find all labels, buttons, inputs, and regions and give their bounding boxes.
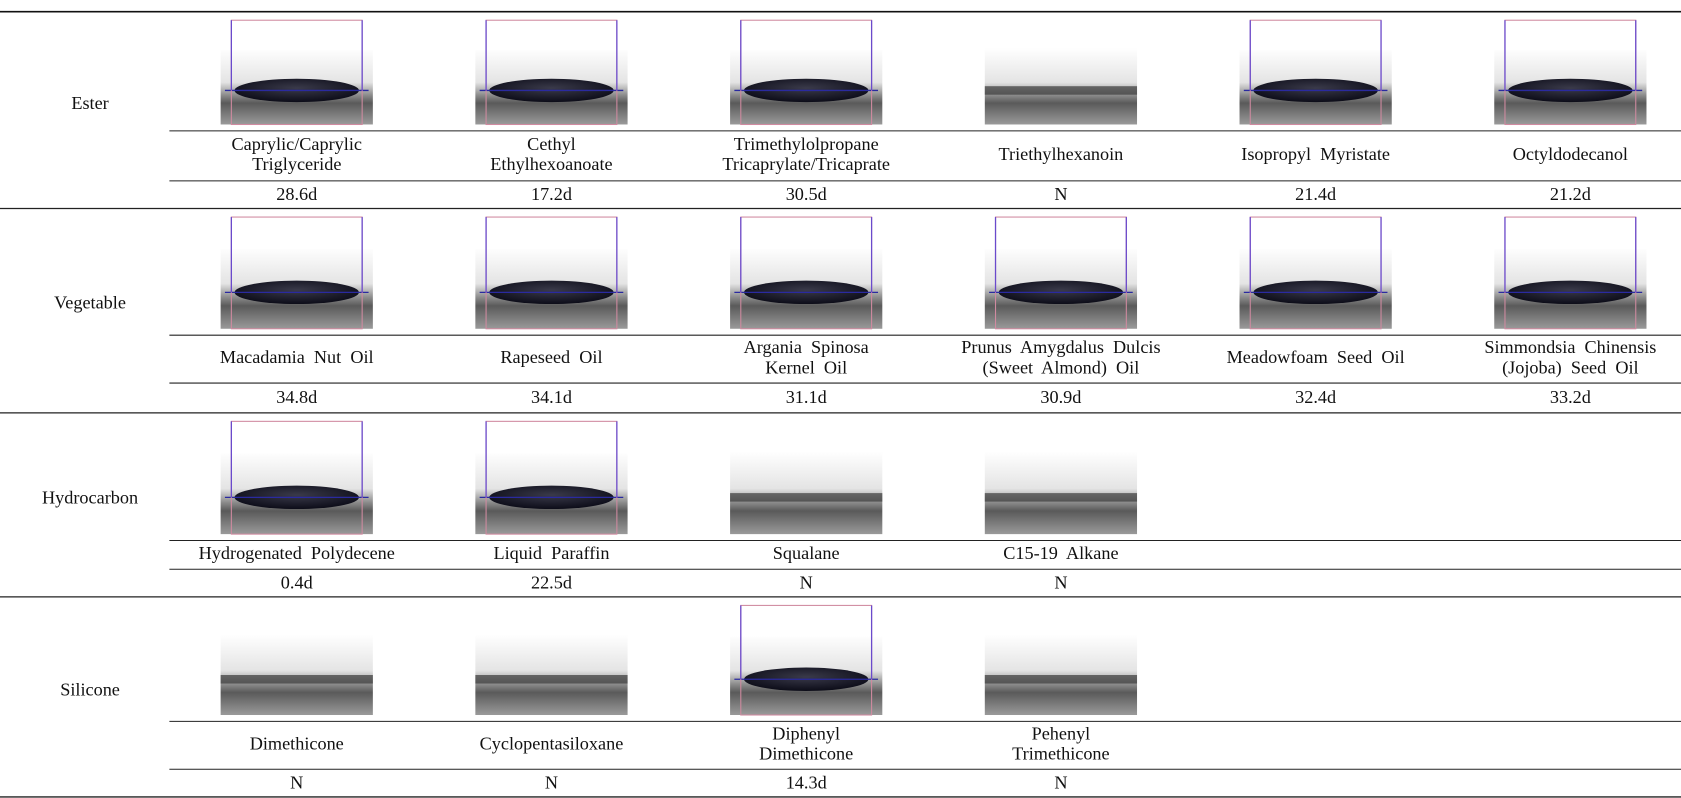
- photo-top: [221, 18, 373, 50]
- group-label: Vegetable: [54, 293, 126, 313]
- oil-name: Ethylhexoanoate: [490, 154, 612, 174]
- oil-name: Meadowfoam Seed Oil: [1227, 347, 1405, 367]
- droplet-photo: [985, 451, 1137, 534]
- duration: N: [545, 772, 558, 792]
- duration: 17.2d: [531, 184, 572, 204]
- duration: 32.4d: [1295, 387, 1336, 407]
- duration: N: [290, 772, 303, 792]
- film: [221, 675, 373, 684]
- oil-name: Squalane: [773, 543, 840, 563]
- oil-name: Dimethicone: [250, 734, 344, 754]
- photo-top: [1240, 215, 1392, 249]
- droplet-photo: [985, 635, 1137, 715]
- duration: N: [1054, 184, 1067, 204]
- duration: N: [800, 572, 813, 592]
- photo-bg: [985, 635, 1137, 715]
- droplet-photo: [985, 215, 1137, 329]
- oil-name: Triethylhexanoin: [999, 144, 1124, 164]
- oil-name: Diphenyl: [772, 723, 840, 743]
- photo-top: [221, 215, 373, 249]
- duration: 30.9d: [1040, 387, 1081, 407]
- duration: 34.8d: [276, 387, 317, 407]
- duration: 31.1d: [786, 387, 827, 407]
- oil-name: (Jojoba) Seed Oil: [1502, 357, 1639, 378]
- droplet-photo: [475, 419, 627, 534]
- duration: 21.2d: [1550, 184, 1591, 204]
- photo-top: [730, 18, 882, 50]
- droplet-photo: [475, 635, 627, 715]
- photo-top: [1240, 18, 1392, 50]
- droplet-photo: [1240, 215, 1392, 329]
- oil-name: Liquid Paraffin: [493, 543, 609, 563]
- photo-top: [985, 215, 1137, 249]
- group-label: Hydrocarbon: [42, 488, 138, 508]
- oil-name: Argania Spinosa: [744, 337, 869, 357]
- droplet-photo: [1494, 18, 1646, 124]
- group-label: Ester: [71, 93, 108, 113]
- oil-name: (Sweet Almond) Oil: [983, 357, 1140, 378]
- duration: 14.3d: [786, 772, 827, 792]
- photo-bg: [475, 635, 627, 715]
- oil-name: C15-19 Alkane: [1003, 543, 1118, 563]
- film: [985, 86, 1137, 95]
- oil-name: Rapeseed Oil: [500, 347, 602, 367]
- droplet-photo: [985, 48, 1137, 125]
- photo-bg: [730, 451, 882, 534]
- photo-bg: [985, 451, 1137, 534]
- duration: 22.5d: [531, 572, 572, 592]
- oil-name: Octyldodecanol: [1513, 144, 1628, 164]
- oil-name: Pehenyl: [1032, 723, 1091, 743]
- group-label: Silicone: [60, 680, 120, 700]
- droplet-photo: [730, 451, 882, 534]
- photo-top: [730, 603, 882, 637]
- duration: 33.2d: [1550, 387, 1591, 407]
- photo-top: [1494, 18, 1646, 50]
- photo-top: [730, 215, 882, 249]
- photo-top: [475, 419, 627, 453]
- droplet-photo: [221, 635, 373, 715]
- droplet-photo: [730, 18, 882, 124]
- oil-name: Trimethicone: [1012, 744, 1109, 764]
- oil-name: Macadamia Nut Oil: [220, 347, 374, 367]
- oil-name: Simmondsia Chinensis: [1484, 337, 1656, 357]
- oil-name: Tricaprylate/Tricaprate: [722, 154, 890, 174]
- film: [475, 675, 627, 684]
- oil-name: Cyclopentasiloxane: [480, 734, 624, 754]
- droplet-photo: [221, 18, 373, 124]
- duration: N: [1054, 772, 1067, 792]
- oil-name: Cethyl: [527, 134, 576, 154]
- droplet-photo: [1240, 18, 1392, 124]
- oil-name: Isopropyl Myristate: [1241, 144, 1390, 164]
- oil-name: Prunus Amygdalus Dulcis: [961, 337, 1160, 357]
- droplet-photo: [475, 18, 627, 124]
- oil-name: Dimethicone: [759, 744, 853, 764]
- film: [730, 493, 882, 502]
- oil-name: Triglyceride: [252, 154, 341, 174]
- droplet-photo: [730, 603, 882, 715]
- film: [985, 493, 1137, 502]
- photo-top: [221, 419, 373, 453]
- duration: N: [1054, 572, 1067, 592]
- droplet-photo: [475, 215, 627, 329]
- oil-name: Kernel Oil: [765, 357, 847, 377]
- photo-top: [475, 215, 627, 249]
- oil-name: Hydrogenated Polydecene: [199, 543, 395, 563]
- photo-bg: [221, 635, 373, 715]
- droplet-photo: [730, 215, 882, 329]
- duration: 0.4d: [281, 572, 313, 592]
- oil-name: Trimethylolpropane: [734, 134, 879, 154]
- duration: 28.6d: [276, 184, 317, 204]
- film: [985, 675, 1137, 684]
- duration: 21.4d: [1295, 184, 1336, 204]
- droplet-photo: [221, 419, 373, 534]
- oil-name: Caprylic/Caprylic: [232, 134, 362, 154]
- page: Ester Caprylic/CaprylicTriglyceride 28.6d C…: [0, 0, 1681, 798]
- droplet-photo: [1494, 215, 1646, 329]
- duration: 34.1d: [531, 387, 572, 407]
- table: Ester Caprylic/CaprylicTriglyceride 28.6d C…: [0, 0, 1681, 798]
- droplet-photo: [221, 215, 373, 329]
- duration: 30.5d: [786, 184, 827, 204]
- photo-top: [475, 18, 627, 50]
- photo-top: [1494, 215, 1646, 249]
